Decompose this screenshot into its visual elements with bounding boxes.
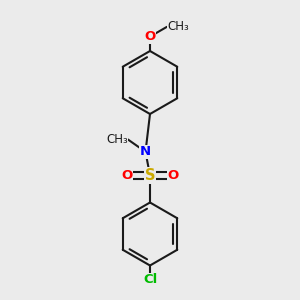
Text: CH₃: CH₃ [167, 20, 189, 33]
Text: O: O [121, 169, 132, 182]
Text: O: O [144, 30, 156, 43]
Text: N: N [140, 145, 151, 158]
Text: S: S [145, 168, 155, 183]
Text: Cl: Cl [143, 273, 157, 286]
Text: O: O [168, 169, 179, 182]
Text: CH₃: CH₃ [106, 133, 128, 146]
